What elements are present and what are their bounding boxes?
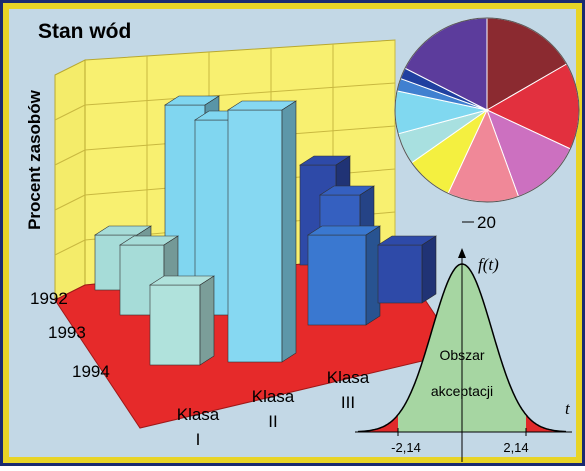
function-label: f(t) — [478, 255, 499, 274]
y-axis-label: Procent zasobów — [25, 89, 44, 230]
class-label: III — [341, 393, 355, 412]
title: Stan wód — [38, 20, 131, 43]
bar-shade — [282, 101, 296, 362]
class-label: I — [196, 430, 201, 449]
bar-shade — [200, 276, 214, 365]
bar-front — [308, 235, 366, 325]
side-wall — [55, 60, 85, 300]
bar-front — [378, 245, 422, 303]
class-label: II — [268, 412, 277, 431]
pie-chart — [395, 18, 579, 202]
region-label: Obszar — [439, 347, 484, 363]
year-label: 1994 — [72, 362, 110, 381]
critical-value: 2,14 — [503, 440, 528, 455]
illustration: Stan wód Procent zasobów 1992 1993 1994 … — [0, 0, 585, 466]
class-label: Klasa — [327, 368, 370, 387]
critical-value: -2,14 — [391, 440, 421, 455]
class-label: Klasa — [252, 387, 295, 406]
pie-tick-label: 20 — [477, 213, 496, 232]
year-label: 1992 — [30, 289, 68, 308]
year-label: 1993 — [48, 323, 86, 342]
class-label: Klasa — [177, 405, 220, 424]
bar-front — [150, 285, 200, 365]
bar-shade — [422, 236, 436, 303]
region-label: akceptacji — [431, 383, 493, 399]
bar-front — [228, 110, 282, 362]
